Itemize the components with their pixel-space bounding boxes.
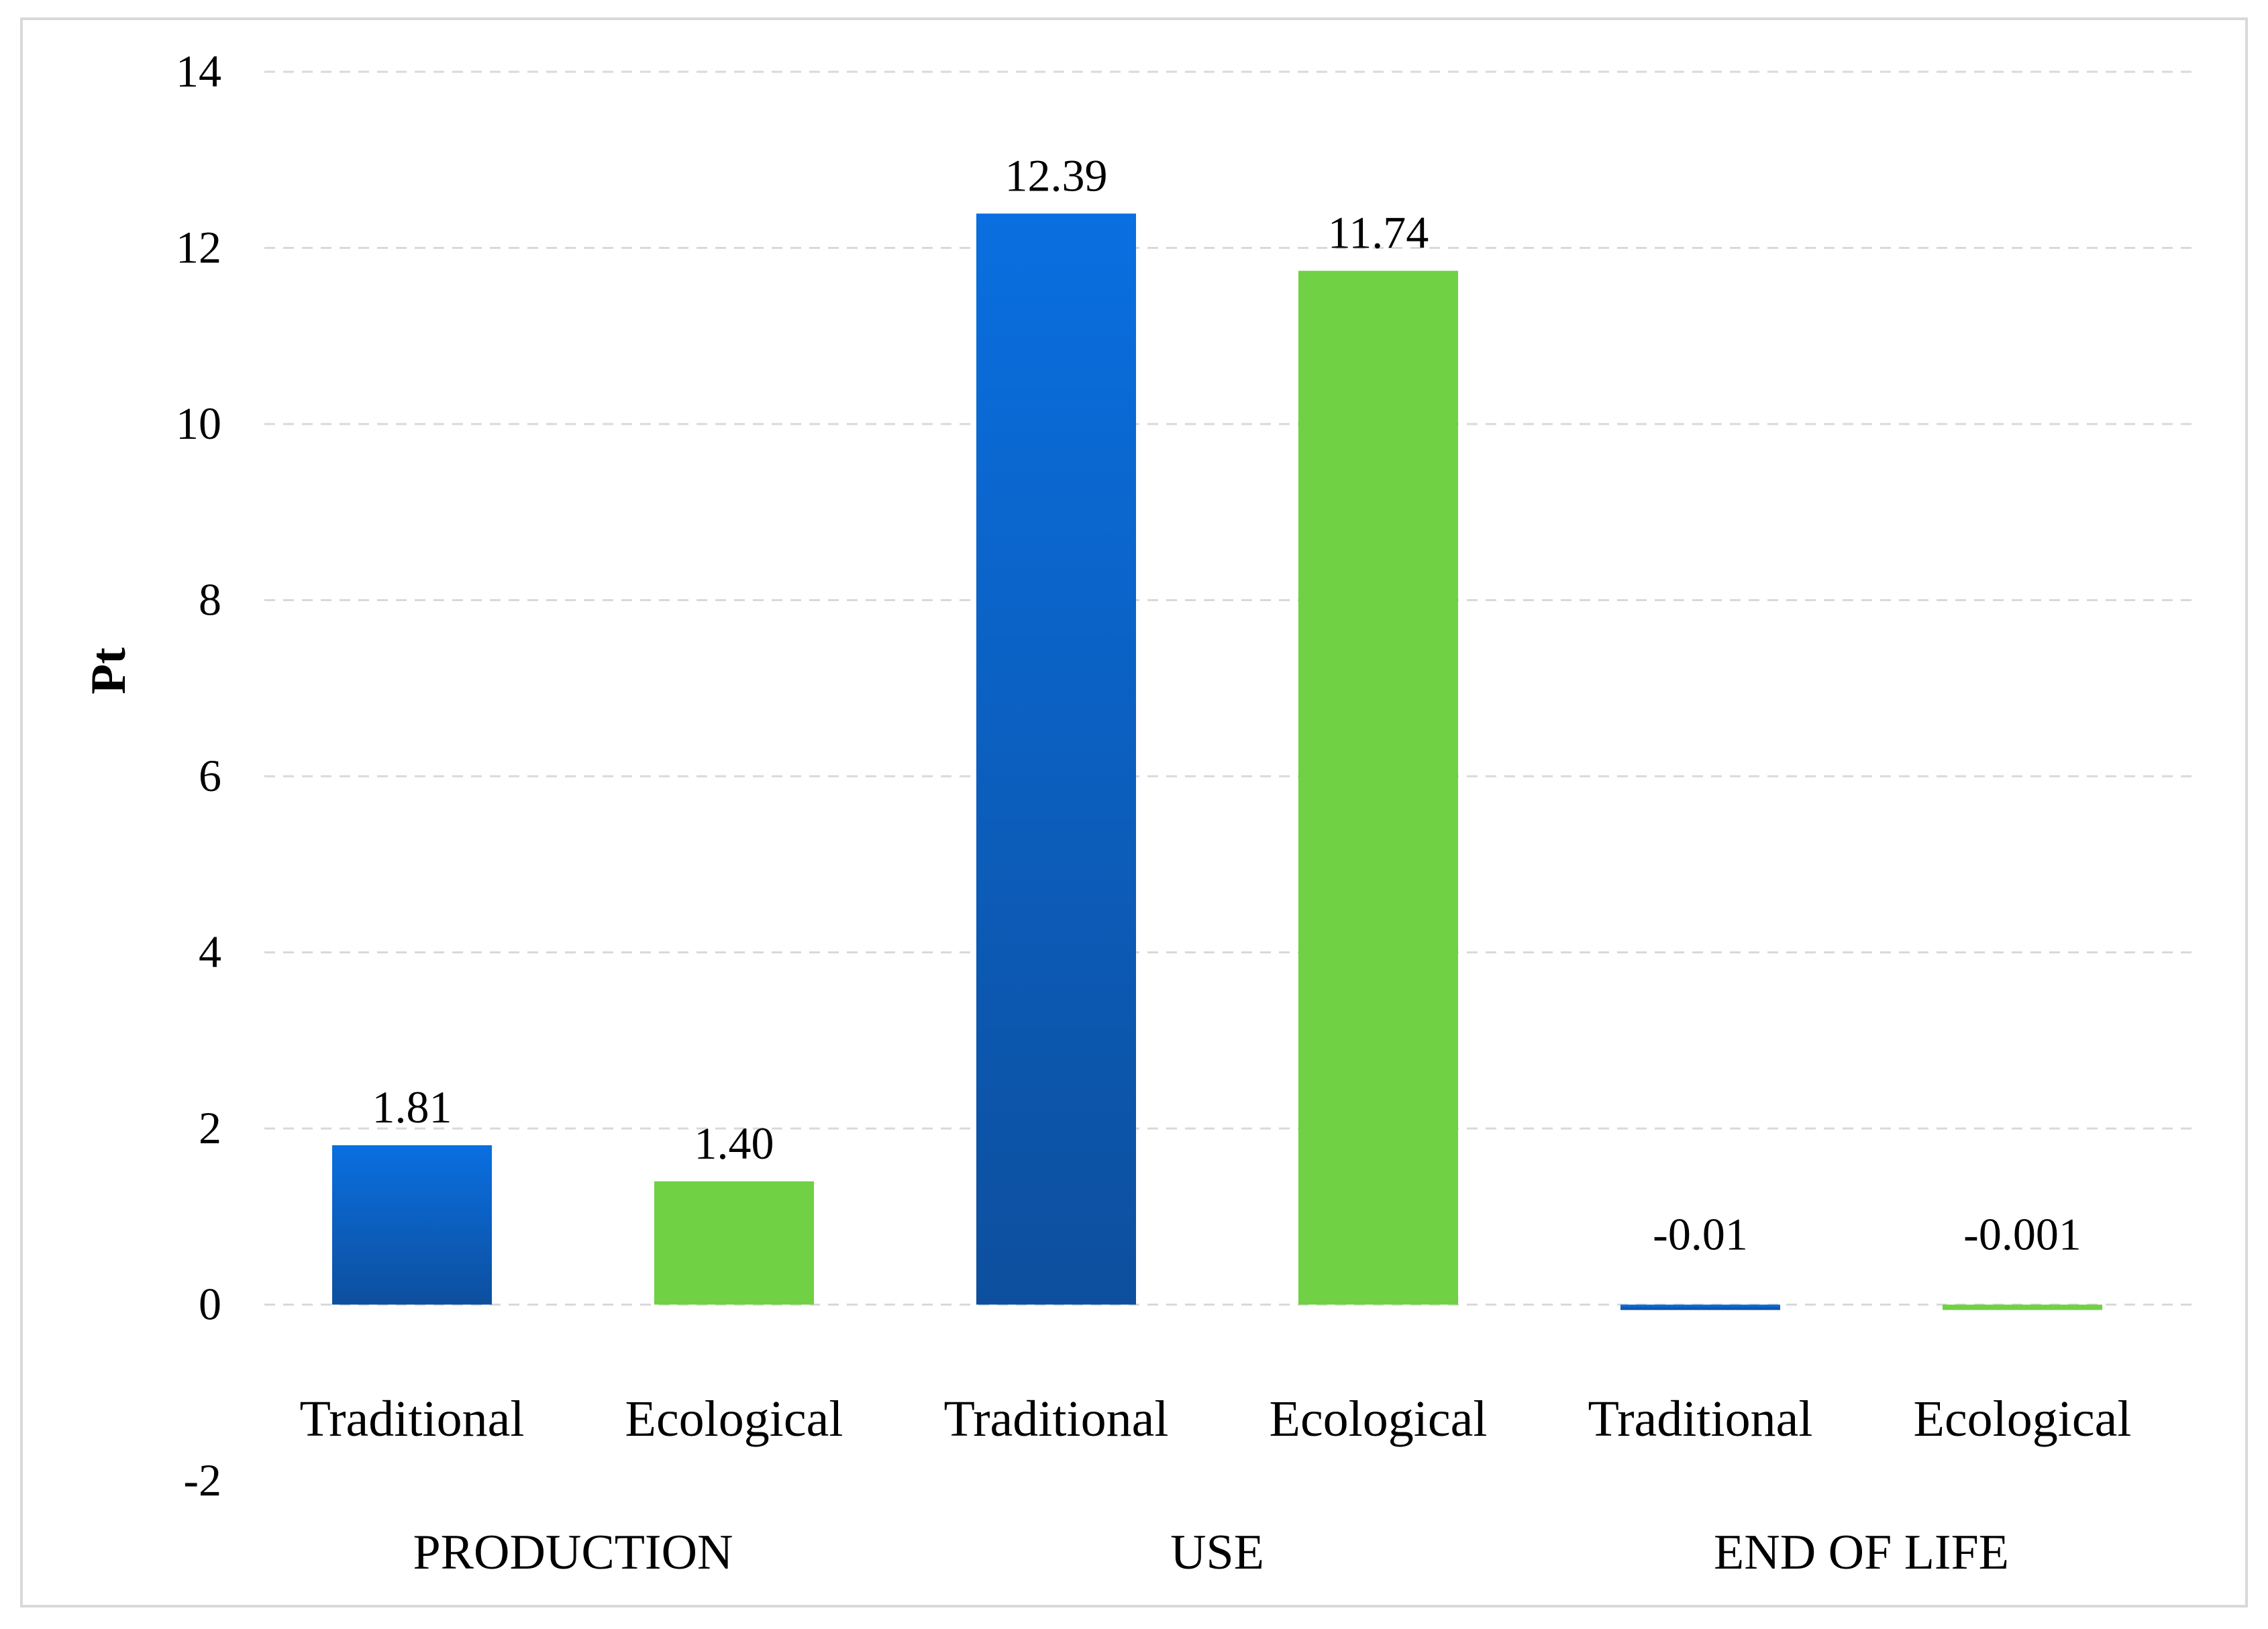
category-label: Traditional: [1588, 1391, 1813, 1447]
chart-frame: 14 12 10 8 6 4 2 0 -2 1.81 1.40 12.39 11.74 -0.01 -0.…: [20, 17, 2248, 1608]
data-label: -0.001: [1963, 1209, 2081, 1260]
group-label: USE: [1170, 1525, 1264, 1580]
y-tick-label: 10: [176, 398, 221, 449]
data-label: 12.39: [1005, 150, 1108, 201]
bars: [332, 213, 2102, 1310]
data-label: 1.81: [372, 1082, 452, 1133]
y-tick-label: 8: [199, 574, 221, 625]
y-tick-label: 6: [199, 750, 221, 801]
group-label: PRODUCTION: [413, 1525, 733, 1580]
y-tick-label: -2: [183, 1455, 221, 1506]
bar-production-traditional: [332, 1145, 492, 1305]
category-label: Traditional: [944, 1391, 1169, 1447]
y-tick-label: 0: [199, 1279, 221, 1330]
data-label: 1.40: [694, 1118, 774, 1169]
y-tick-label: 12: [176, 222, 221, 273]
data-labels: 1.81 1.40 12.39 11.74 -0.01 -0.001: [372, 150, 2081, 1259]
y-axis-ticks: 14 12 10 8 6 4 2 0 -2: [176, 46, 221, 1506]
bar-end-of-life-ecological: [1943, 1304, 2102, 1310]
category-label: Ecological: [1914, 1391, 2132, 1447]
y-tick-label: 2: [199, 1102, 221, 1153]
data-label: -0.01: [1653, 1209, 1748, 1260]
group-label: END OF LIFE: [1714, 1525, 2009, 1580]
y-axis-title: Pt: [81, 647, 136, 694]
y-tick-label: 14: [176, 46, 221, 97]
bar-production-ecological: [654, 1181, 814, 1305]
category-labels: Traditional Ecological PRODUCTION Tradition…: [300, 1391, 2132, 1580]
bar-chart: 14 12 10 8 6 4 2 0 -2 1.81 1.40 12.39 11.74 -0.01 -0.…: [81, 46, 2197, 1580]
bar-use-traditional: [976, 213, 1136, 1305]
category-label: Ecological: [625, 1391, 843, 1447]
y-tick-label: 4: [199, 927, 221, 978]
category-label: Traditional: [300, 1391, 525, 1447]
bar-end-of-life-traditional: [1620, 1304, 1780, 1310]
data-label: 11.74: [1328, 207, 1429, 258]
category-label: Ecological: [1270, 1391, 1488, 1447]
bar-use-ecological: [1298, 270, 1458, 1305]
gridlines: [264, 70, 2197, 1306]
